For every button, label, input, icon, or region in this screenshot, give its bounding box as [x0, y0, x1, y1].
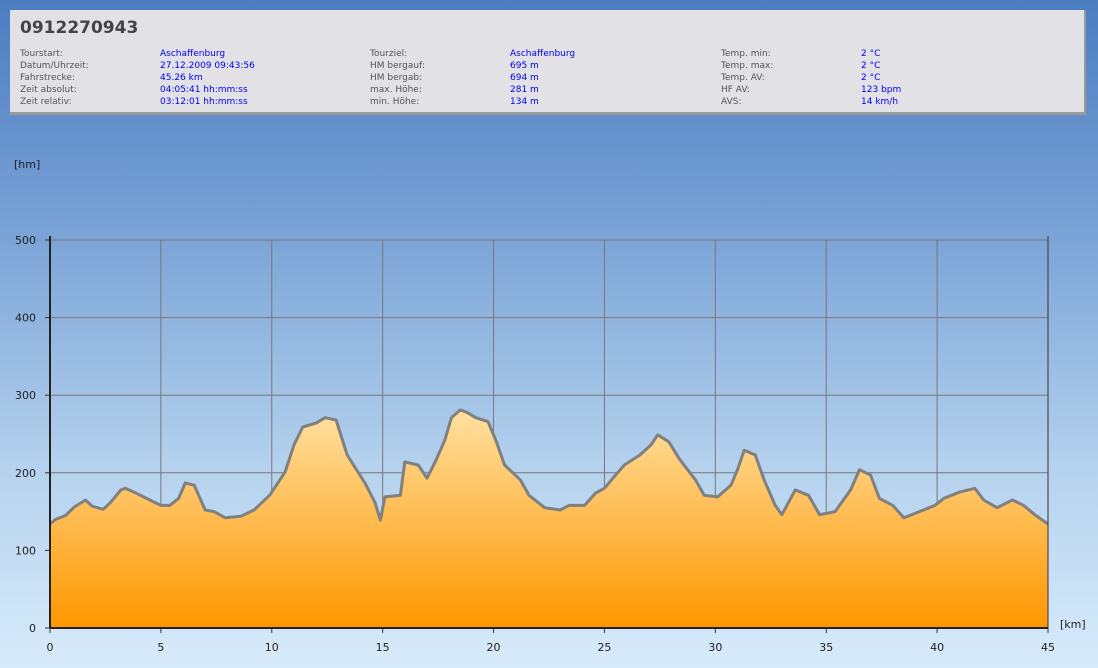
- y-tick-label: 200: [15, 467, 36, 480]
- y-tick-label: 0: [29, 622, 36, 635]
- info-value: 14 km/h: [861, 97, 899, 107]
- info-label: HF AV:: [721, 85, 750, 95]
- info-label: AVS:: [721, 97, 742, 107]
- y-tick-label: 300: [15, 389, 36, 402]
- info-value: 281 m: [510, 85, 539, 95]
- info-value: 27.12.2009 09:43:56: [160, 61, 255, 71]
- info-value: 04:05:41 hh:mm:ss: [160, 85, 248, 95]
- x-tick-label: 45: [1041, 641, 1055, 654]
- info-value: 45.26 km: [160, 73, 203, 83]
- x-tick-label: 15: [376, 641, 390, 654]
- x-axis-label: [km]: [1060, 618, 1086, 631]
- info-labels: Tourziel: HM bergauf: HM bergab: max. Höhe:…: [370, 48, 425, 108]
- info-value: Aschaffenburg: [510, 49, 576, 59]
- info-value: 134 m: [510, 97, 539, 107]
- info-label: Tourstart:: [20, 49, 63, 59]
- info-value: Aschaffenburg: [160, 49, 226, 59]
- y-tick-label: 400: [15, 312, 36, 325]
- info-label: min. Höhe:: [370, 97, 420, 107]
- info-labels: Temp. min: Temp. max: Temp. AV: HF AV: AVS:: [721, 48, 773, 108]
- info-values: Aschaffenburg 695 m 694 m 281 m 134 m: [510, 48, 575, 108]
- info-value: 03:12:01 hh:mm:ss: [160, 97, 248, 107]
- x-tick-label: 35: [819, 641, 833, 654]
- x-tick-label: 25: [597, 641, 611, 654]
- info-value: 123 bpm: [861, 85, 902, 95]
- elevation-line: [49, 408, 1049, 526]
- x-tick-label: 5: [157, 641, 164, 654]
- x-tick-label: 30: [708, 641, 722, 654]
- info-value: 2 °C: [861, 61, 881, 71]
- info-value: 2 °C: [861, 73, 881, 83]
- y-tick-label: 100: [15, 544, 36, 557]
- info-label: Temp. min:: [721, 49, 771, 59]
- x-tick-label: 20: [487, 641, 501, 654]
- info-labels: Tourstart: Datum/Uhrzeit: Fahrstrecke: Zeit…: [20, 48, 89, 108]
- info-label: Tourziel:: [370, 49, 408, 59]
- info-value: 2 °C: [861, 49, 881, 59]
- info-values: 2 °C 2 °C 2 °C 123 bpm 14 km/h: [861, 48, 901, 108]
- y-tick-label: 500: [15, 234, 36, 247]
- info-label: HM bergab:: [370, 73, 423, 83]
- info-label: Zeit absolut:: [20, 85, 77, 95]
- info-value: 694 m: [510, 73, 539, 83]
- info-label: Datum/Uhrzeit:: [20, 61, 89, 71]
- x-tick-label: 0: [47, 641, 54, 654]
- tour-title: 0912270943: [20, 18, 139, 38]
- x-tick-label: 10: [265, 641, 279, 654]
- info-label: Fahrstrecke:: [20, 73, 75, 83]
- tour-info-panel: 0912270943 Tourstart: Datum/Uhrzeit: Fahrs…: [10, 10, 1086, 115]
- info-label: Temp. AV:: [721, 73, 765, 83]
- y-axis-label: [hm]: [14, 158, 40, 171]
- info-values: Aschaffenburg 27.12.2009 09:43:56 45.26 km…: [160, 48, 255, 108]
- info-label: HM bergauf:: [370, 61, 425, 71]
- info-label: max. Höhe:: [370, 85, 422, 95]
- info-value: 695 m: [510, 61, 539, 71]
- info-label: Zeit relativ:: [20, 97, 72, 107]
- elevation-area: [50, 409, 1048, 628]
- info-label: Temp. max:: [721, 61, 774, 71]
- x-tick-label: 40: [930, 641, 944, 654]
